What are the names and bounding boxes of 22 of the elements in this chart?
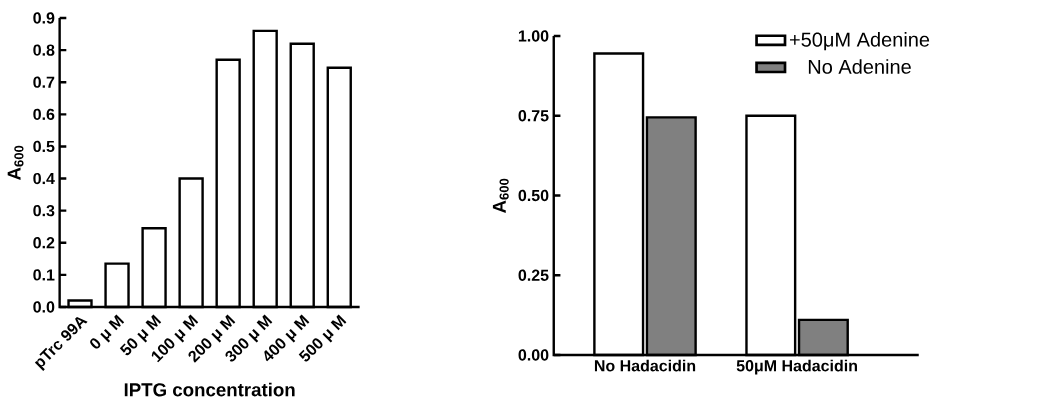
y-tick-label: 0.0 [33, 301, 55, 313]
y-tick-label: 0.1 [33, 269, 55, 281]
y-tick-label: 0.00 [518, 349, 549, 361]
y-tick-label: 0.4 [33, 172, 55, 185]
y-axis-title: A$_{600}$ [7, 145, 24, 180]
y-tick-label: 0.3 [33, 204, 55, 217]
y-axis-title: A$_{600}$ [492, 178, 509, 213]
x-tick-label: 50μM Hadacidin [736, 359, 857, 375]
y-tick-label: 0.8 [33, 44, 55, 56]
legend-label: +50μM Adenine [789, 32, 930, 51]
y-tick-label: 0.50 [518, 189, 549, 202]
y-tick-label: 0.25 [518, 269, 549, 281]
y-tick-label: 0.6 [33, 108, 55, 120]
y-tick-label: 0.2 [33, 237, 55, 249]
x-tick-label: No Hadacidin [594, 359, 696, 372]
y-tick-label: 0.9 [33, 12, 55, 24]
y-tick-label: 0.5 [33, 140, 55, 153]
x-axis-title: IPTG concentration [124, 382, 295, 397]
y-tick-label: 0.7 [33, 76, 55, 88]
y-tick-label: 1.00 [518, 30, 549, 42]
legend-label: No Adenine [808, 59, 911, 74]
y-tick-label: 0.75 [518, 110, 549, 122]
